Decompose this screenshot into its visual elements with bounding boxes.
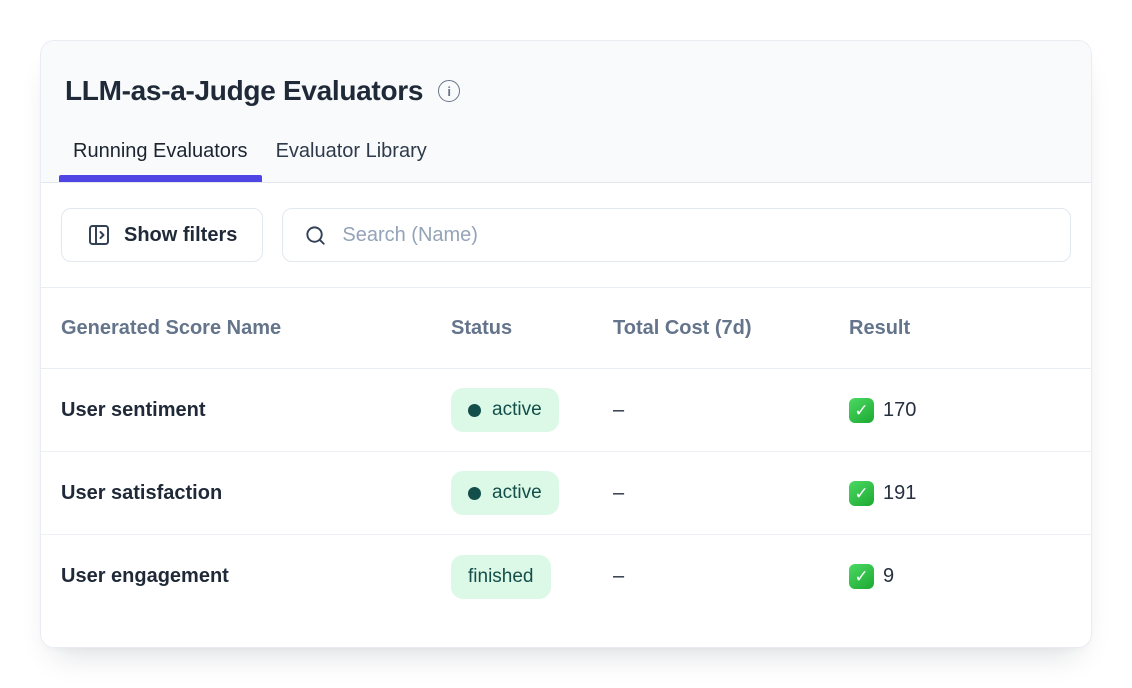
score-name: User engagement <box>61 565 229 587</box>
result-value: 191 <box>883 481 917 504</box>
result-value: 170 <box>883 398 917 421</box>
result-cell: ✓ 170 <box>849 397 1091 423</box>
column-header-result[interactable]: Result <box>849 316 911 339</box>
check-icon: ✓ <box>849 397 874 423</box>
total-cost-value: – <box>613 398 625 421</box>
score-name: User satisfaction <box>61 481 223 504</box>
title-row: LLM-as-a-Judge Evaluators i <box>65 71 1067 111</box>
info-icon[interactable]: i <box>438 80 461 102</box>
tab-bar: Running Evaluators Evaluator Library <box>59 137 1067 182</box>
panel-open-icon <box>89 225 109 245</box>
search-icon <box>306 225 326 245</box>
score-name: User sentiment <box>61 398 206 421</box>
status-badge: active <box>451 388 559 432</box>
table-row[interactable]: User sentiment active – ✓ 170 <box>41 369 1091 452</box>
check-icon: ✓ <box>849 564 874 589</box>
tab-evaluator-library[interactable]: Evaluator Library <box>275 140 427 162</box>
status-dot-icon <box>468 403 481 417</box>
toolbar: Show filters <box>41 183 1091 288</box>
evaluators-card: LLM-as-a-Judge Evaluators i Running Eval… <box>40 40 1092 648</box>
column-header-total-cost[interactable]: Total Cost (7d) <box>613 316 752 339</box>
result-cell: ✓ 9 <box>849 564 1091 589</box>
check-icon: ✓ <box>849 480 874 506</box>
result-value: 9 <box>883 565 895 587</box>
search-box[interactable] <box>282 208 1071 262</box>
column-header-generated-score-name[interactable]: Generated Score Name <box>61 316 282 339</box>
page-title: LLM-as-a-Judge Evaluators <box>65 75 424 106</box>
table-header-row: Generated Score Name Status Total Cost (… <box>41 288 1091 369</box>
table-row[interactable]: User satisfaction active – ✓ 191 <box>41 452 1091 535</box>
status-label: active <box>492 482 542 503</box>
show-filters-button[interactable]: Show filters <box>61 208 264 262</box>
table-row[interactable]: User engagement finished – ✓ 9 <box>41 535 1091 618</box>
result-cell: ✓ 191 <box>849 480 1091 506</box>
total-cost-value: – <box>613 565 625 587</box>
status-badge: finished <box>451 554 551 599</box>
status-badge: active <box>451 471 559 515</box>
card-header: LLM-as-a-Judge Evaluators i Running Eval… <box>41 41 1091 183</box>
status-label: active <box>492 399 542 420</box>
total-cost-value: – <box>613 481 625 504</box>
tab-running-evaluators[interactable]: Running Evaluators <box>59 137 262 182</box>
status-label: finished <box>468 565 534 587</box>
status-dot-icon <box>468 486 481 500</box>
column-header-status[interactable]: Status <box>451 316 513 339</box>
search-input[interactable] <box>342 223 1049 247</box>
show-filters-label: Show filters <box>124 223 238 246</box>
